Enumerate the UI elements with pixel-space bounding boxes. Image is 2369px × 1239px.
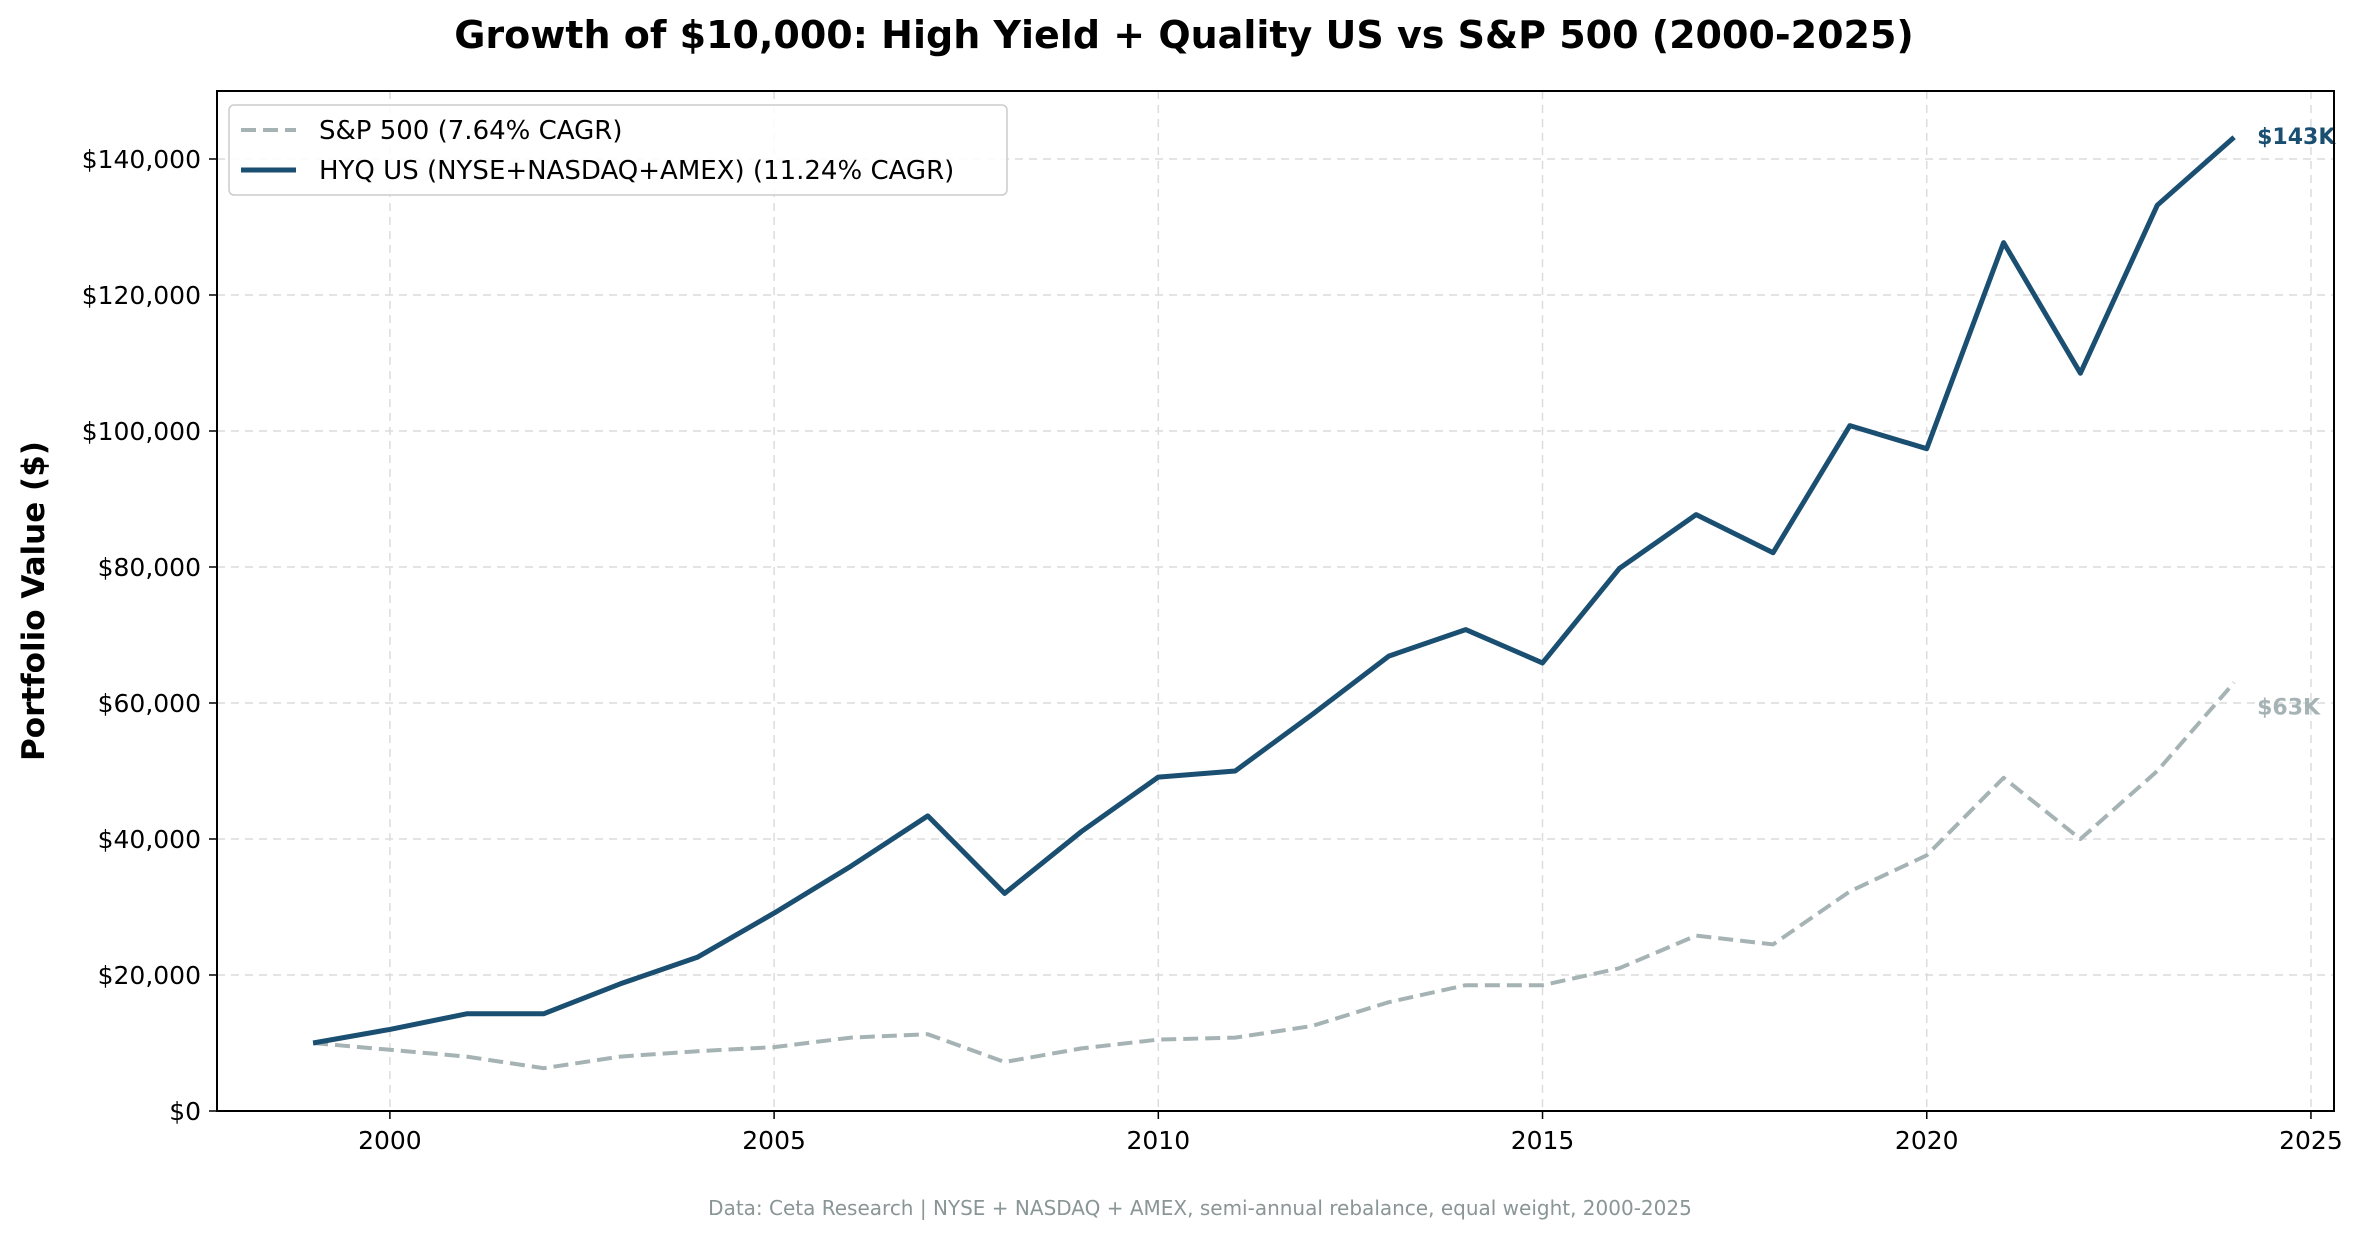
y-tick-label: $20,000 [98,961,201,990]
grid [217,91,2334,1112]
series-end-label-0: $63K [2257,696,2321,721]
x-tick-label: 2000 [358,1126,422,1155]
y-tick-label: $40,000 [98,825,201,854]
legend: S&P 500 (7.64% CAGR) HYQ US (NYSE+NASDAQ+… [228,104,1008,196]
y-tick-label: $120,000 [82,281,201,310]
y-tick-label: $80,000 [98,553,201,582]
series-end-label-1: $143K [2257,125,2336,150]
x-tick-label: 2025 [2279,1126,2343,1155]
x-tick-label: 2005 [742,1126,806,1155]
y-tick-label: $140,000 [82,145,201,174]
y-tick-label: $100,000 [82,417,201,446]
legend-box [228,104,1008,196]
legend-label-1: HYQ US (NYSE+NASDAQ+AMEX) (11.24% CAGR) [319,156,954,186]
x-tick-label: 2020 [1895,1126,1959,1155]
x-tick-label: 2010 [1127,1126,1191,1155]
legend-label-0: S&P 500 (7.64% CAGR) [319,116,622,146]
series-line-1 [312,135,2236,1046]
y-tick-label: $60,000 [98,689,201,718]
y-tick-label: $0 [169,1097,201,1126]
plot-frame [216,90,2335,1112]
x-tick-label: 2015 [1511,1126,1575,1155]
footer-note: Data: Ceta Research | NYSE + NASDAQ + AM… [708,1196,1692,1220]
series-layer: $63K $143K [312,125,2336,1071]
series-line-0 [312,681,2236,1071]
chart-title: Growth of $10,000: High Yield + Quality … [454,13,1914,57]
axes: 2000 2005 2010 2015 2020 2025 $0 $20,000 $40,000… [82,145,2343,1155]
y-axis-label: Portfolio Value ($) [16,441,52,761]
